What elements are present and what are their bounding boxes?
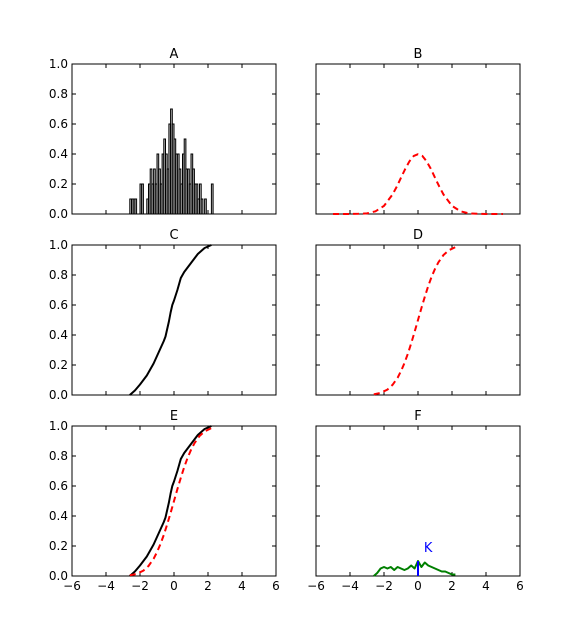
panel-c-ytick-label: 0.2 [49, 358, 68, 372]
panel-f-xtick-label: −2 [375, 579, 393, 593]
panel-d-title: D [413, 228, 423, 243]
panel-a-ytick-label: 0.4 [49, 147, 68, 161]
panel-e-xtick-label: 0 [170, 579, 178, 593]
panel-b-axes-frame [315, 63, 521, 215]
panel-f-axes-frame [315, 425, 521, 577]
panel-e-xtick-label: 6 [272, 579, 280, 593]
panel-b: B [315, 47, 521, 215]
panel-e-ytick-label: 0.2 [49, 539, 68, 553]
panel-a-ytick-label: 1.0 [49, 57, 68, 71]
panel-e-ytick-label: 1.0 [49, 419, 68, 433]
panel-e-xtick-label: −6 [63, 579, 81, 593]
panel-a-bar [204, 198, 207, 215]
panel-c-ytick-label: 0.6 [49, 298, 68, 312]
panel-c-ytick-label: 1.0 [49, 238, 68, 252]
panel-f: F −6 −4 −2 0 2 4 6 K [307, 409, 524, 593]
panel-e-ytick-label: 0.0 [49, 569, 68, 583]
panel-e: E 0.0 0.2 0.4 0.6 0.8 1.0 −6 −4 −2 0 2 4 6 [49, 409, 280, 593]
panel-e-xtick-label: −4 [97, 579, 115, 593]
panel-c-ytick-label: 0.4 [49, 328, 68, 342]
panel-b-series-0-line [333, 153, 503, 215]
panel-a-title: A [170, 47, 179, 62]
panel-e-ytick-label: 0.6 [49, 479, 68, 493]
panel-f-xtick-label: 0 [414, 579, 422, 593]
panel-c-ytick-label: 0.8 [49, 268, 68, 282]
panel-e-series-1-line [129, 427, 212, 577]
panel-e-title: E [170, 409, 178, 424]
panel-f-xtick-label: 6 [516, 579, 524, 593]
panel-a: A 0.0 0.2 0.4 0.6 0.8 1.0 [49, 47, 277, 221]
panel-f-annotation: K [424, 541, 433, 556]
panel-f-xtick-label: −6 [307, 579, 325, 593]
panel-d: D [315, 228, 521, 396]
panel-e-xtick-label: −2 [131, 579, 149, 593]
panel-d-series-0-line [373, 246, 456, 396]
panel-f-xtick-label: 2 [448, 579, 456, 593]
panel-e-series-0-line [129, 425, 212, 577]
panel-a-bar [134, 198, 138, 215]
panel-a-ytick-label: 0.2 [49, 177, 68, 191]
panel-c: C 0.0 0.2 0.4 0.6 0.8 1.0 [49, 228, 277, 402]
panel-e-ytick-label: 0.4 [49, 509, 68, 523]
panel-e-xtick-label: 2 [204, 579, 212, 593]
panel-c-series-0-line [129, 244, 212, 396]
panel-c-axes-frame [71, 244, 277, 396]
panel-f-series-0-line [373, 560, 456, 577]
panel-e-ytick-label: 0.8 [49, 449, 68, 463]
panel-a-ytick-label: 0.0 [49, 207, 68, 221]
panel-f-xtick-label: 4 [482, 579, 490, 593]
panel-e-xtick-label: 4 [238, 579, 246, 593]
panel-f-xtick-label: −4 [341, 579, 359, 593]
panel-c-title: C [169, 228, 178, 243]
panel-b-title: B [414, 47, 423, 62]
panel-a-bar [141, 183, 144, 215]
panel-a-ytick-label: 0.6 [49, 117, 68, 131]
panel-a-bar [210, 183, 214, 215]
panel-a-ytick-label: 0.8 [49, 87, 68, 101]
panel-f-title: F [414, 409, 421, 424]
panel-a-bar [200, 198, 204, 215]
panel-c-ytick-label: 0.0 [49, 388, 68, 402]
